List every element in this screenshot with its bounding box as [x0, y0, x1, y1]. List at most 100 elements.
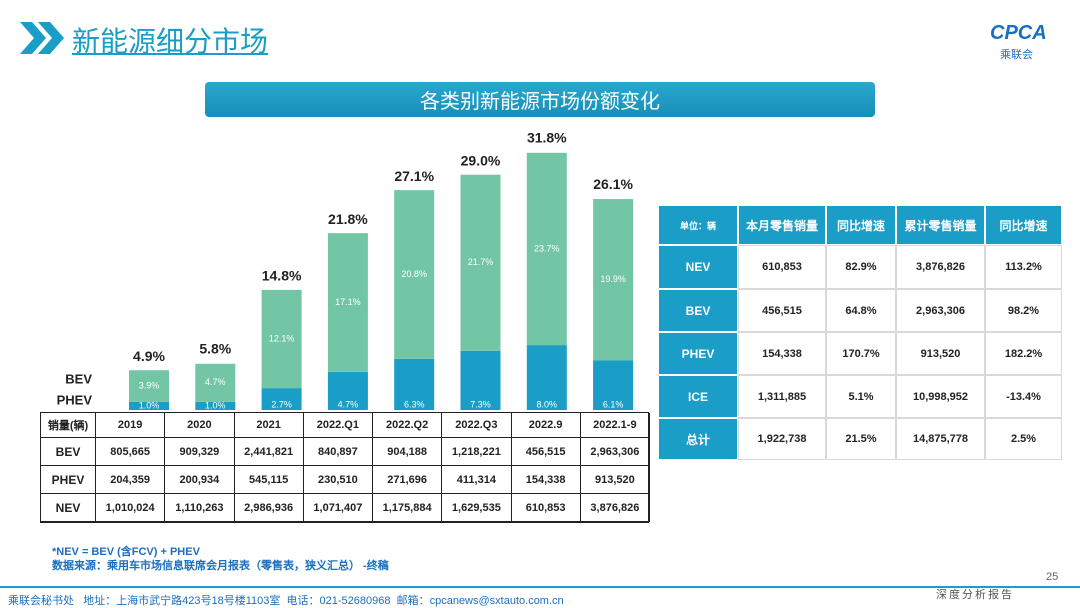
- segment-label: 8.0%: [537, 399, 558, 409]
- table-cell: 2022.Q3: [442, 413, 512, 438]
- total-label: 21.8%: [328, 211, 368, 227]
- total-label: 14.8%: [262, 268, 302, 284]
- segment-label: 17.1%: [335, 297, 361, 307]
- bar-segment: [460, 174, 501, 351]
- table-cell: 200,934: [165, 466, 235, 494]
- segment-label: 19.9%: [600, 274, 626, 284]
- table-cell: 2,963,306: [580, 438, 650, 466]
- segment-label: 21.7%: [468, 257, 494, 267]
- table-cell: 182.2%: [985, 332, 1062, 375]
- bar-segment: [261, 388, 302, 410]
- table-cell: 1,629,535: [442, 494, 512, 522]
- logo-sub: 乘联会: [1000, 49, 1033, 61]
- table-cell: PHEV: [41, 466, 96, 494]
- table-cell: 本月零售销量: [738, 205, 826, 245]
- table-cell: 2021: [234, 413, 304, 438]
- footer-address: 乘联会秘书处 地址：上海市武宁路423号18号楼1103室 电话：021-526…: [8, 595, 564, 607]
- segment-label: 23.7%: [534, 243, 560, 253]
- table-cell: 271,696: [373, 466, 443, 494]
- table-cell: 1,110,263: [165, 494, 235, 522]
- table-cell: 610,853: [511, 494, 581, 522]
- table-cell: ICE: [658, 375, 738, 418]
- legend-label: PHEV: [57, 392, 93, 407]
- bar-segment: [327, 233, 368, 372]
- total-label: 27.1%: [394, 168, 434, 184]
- table-cell: 2022.9: [511, 413, 581, 438]
- table-cell: PHEV: [658, 332, 738, 375]
- segment-label: 4.7%: [338, 399, 359, 409]
- subtitle-box: 各类别新能源市场份额变化: [205, 82, 875, 117]
- segment-label: 20.8%: [401, 269, 427, 279]
- table-cell: 3,876,826: [580, 494, 650, 522]
- table-cell: 456,515: [738, 289, 826, 332]
- bar-segment: [195, 401, 236, 410]
- table-cell: 21.5%: [826, 418, 896, 460]
- segment-label: 4.7%: [205, 377, 226, 387]
- table-cell: 2,441,821: [234, 438, 304, 466]
- table-cell: BEV: [41, 438, 96, 466]
- table-cell: 同比增速: [985, 205, 1062, 245]
- segment-label: 2.7%: [271, 399, 292, 409]
- table-cell: 1,922,738: [738, 418, 826, 460]
- table-cell: 2020: [165, 413, 235, 438]
- table-cell: 2022.Q2: [373, 413, 443, 438]
- footer-line: [0, 586, 1080, 588]
- total-label: 31.8%: [527, 130, 567, 146]
- table-cell: 840,897: [303, 438, 373, 466]
- bar-segment: [394, 190, 435, 359]
- table-cell: 1,311,885: [738, 375, 826, 418]
- table-cell: 10,998,952: [896, 375, 985, 418]
- table-cell: 1,010,024: [96, 494, 166, 522]
- table-cell: 1,218,221: [442, 438, 512, 466]
- segment-label: 1.0%: [205, 400, 226, 410]
- bar-segment: [593, 199, 634, 361]
- bar-segment: [394, 358, 435, 410]
- table-cell: 154,338: [511, 466, 581, 494]
- table-cell: 545,115: [234, 466, 304, 494]
- table-cell: 单位：辆: [658, 205, 738, 245]
- legend-label: BEV: [65, 371, 92, 386]
- total-label: 29.0%: [461, 152, 501, 168]
- note: 数据来源：乘用车市场信息联席会月报表（零售表，狭义汇总） -终稿: [52, 560, 389, 572]
- table-cell: 2019: [96, 413, 166, 438]
- table-cell: 113.2%: [985, 245, 1062, 289]
- table-cell: 64.8%: [826, 289, 896, 332]
- table-cell: 154,338: [738, 332, 826, 375]
- table-cell: 456,515: [511, 438, 581, 466]
- table-cell: 913,520: [580, 466, 650, 494]
- segment-label: 12.1%: [269, 333, 295, 343]
- bar-segment: [327, 371, 368, 410]
- chevron-icon: [20, 22, 64, 54]
- bar-segment: [593, 360, 634, 410]
- table-cell: 2022.Q1: [303, 413, 373, 438]
- table-cell: 82.9%: [826, 245, 896, 289]
- bar-segment: [129, 401, 169, 410]
- sales-table: 销量(辆) 2019 2020 2021 2022.Q1 2022.Q2 2022.Q3 20…: [40, 412, 650, 523]
- segment-label: 7.3%: [470, 399, 491, 409]
- total-label: 26.1%: [593, 176, 633, 192]
- retail-table: 单位：辆 本月零售销量 同比增速 累计零售销量 同比增速 NEV 610,853 82.9% 3…: [658, 205, 1062, 460]
- table-cell: BEV: [658, 289, 738, 332]
- table-cell: 2.5%: [985, 418, 1062, 460]
- segment-label: 3.9%: [139, 380, 160, 390]
- table-cell: 3,876,826: [896, 245, 985, 289]
- page-number: 25: [1046, 571, 1059, 583]
- total-label: 5.8%: [199, 341, 231, 357]
- logo: CPCA: [990, 22, 1047, 44]
- table-cell: NEV: [658, 245, 738, 289]
- segment-label: 6.3%: [404, 399, 425, 409]
- bar-segment: [261, 289, 302, 389]
- table-cell: 2,986,936: [234, 494, 304, 522]
- table-cell: 2022.1-9: [580, 413, 650, 438]
- table-cell: 909,329: [165, 438, 235, 466]
- report-label: 深度分析报告: [936, 589, 1014, 601]
- table-cell: NEV: [41, 494, 96, 522]
- table-cell: 904,188: [373, 438, 443, 466]
- table-cell: 98.2%: [985, 289, 1062, 332]
- table-cell: 1,071,407: [303, 494, 373, 522]
- table-cell: 1,175,884: [373, 494, 443, 522]
- table-cell: 销量(辆): [41, 413, 96, 438]
- table-cell: 累计零售销量: [896, 205, 985, 245]
- table-cell: 411,314: [442, 466, 512, 494]
